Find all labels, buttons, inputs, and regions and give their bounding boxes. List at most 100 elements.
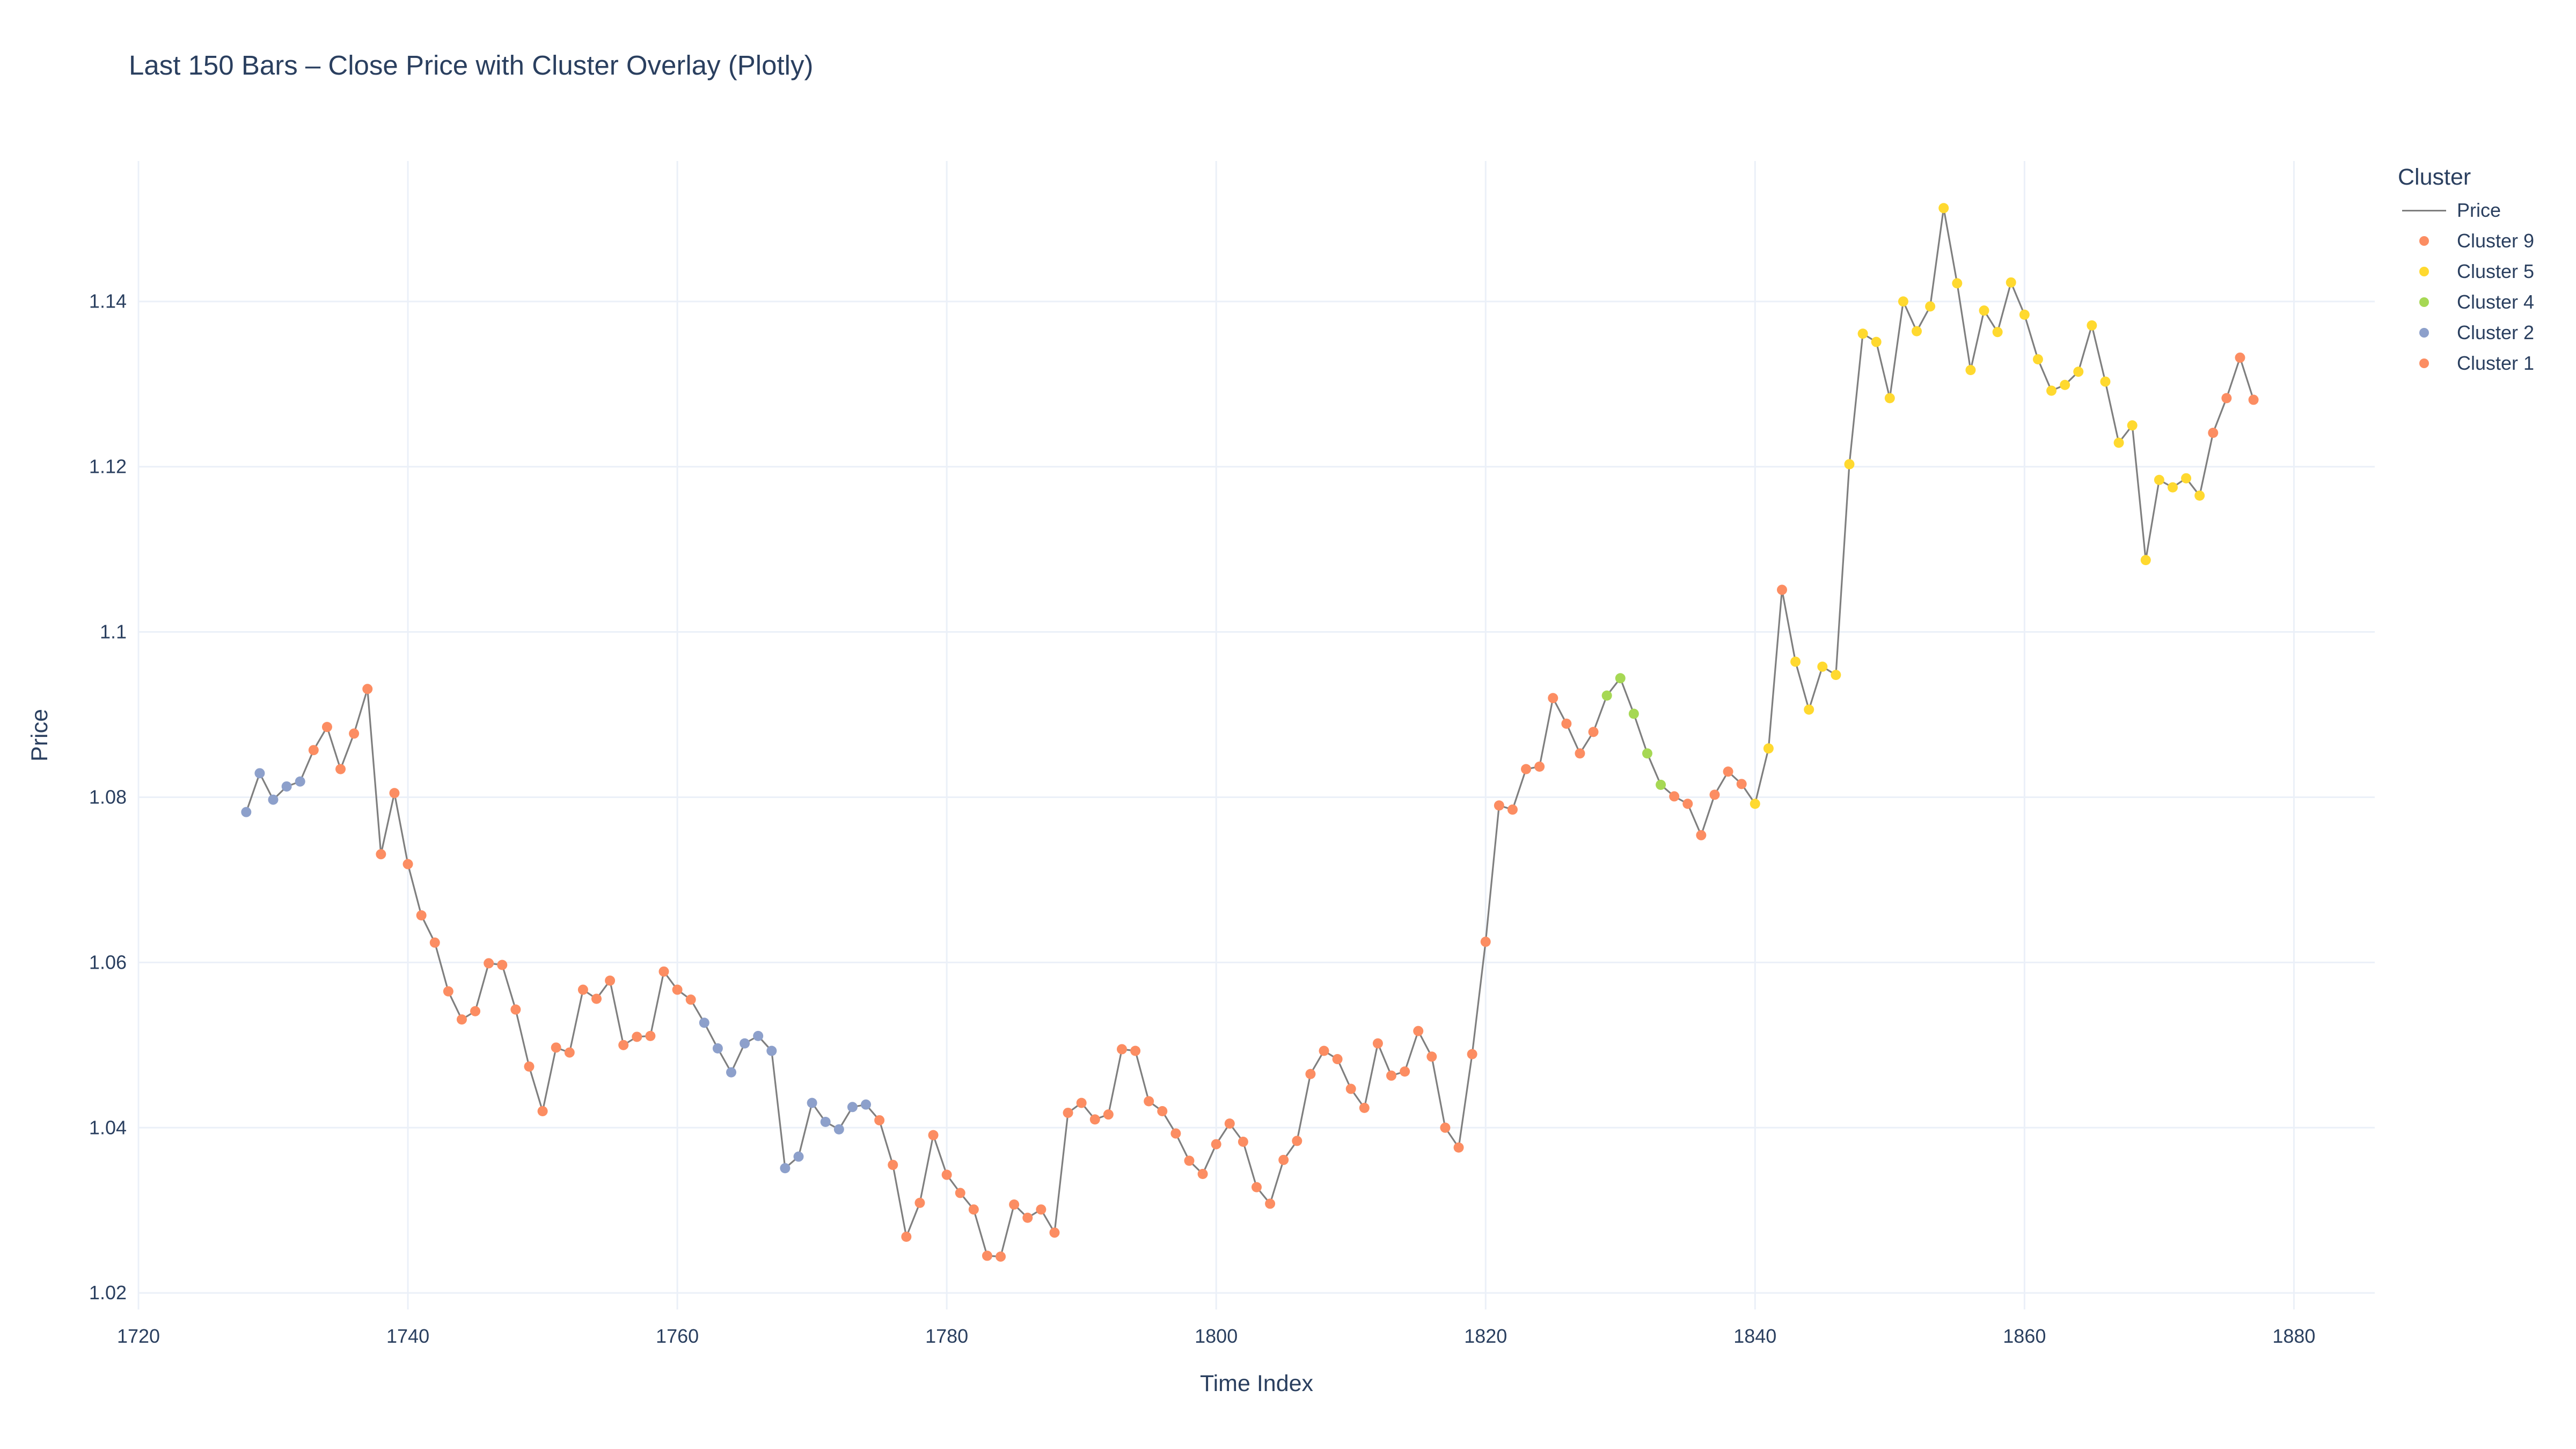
cluster-9-point	[564, 1047, 575, 1058]
cluster-9-point	[389, 788, 400, 799]
legend-item-cluster-1[interactable]: Cluster 1	[2398, 348, 2534, 378]
cluster-9-point	[1063, 1108, 1073, 1118]
marker-swatch-icon	[2398, 291, 2446, 313]
cluster-9-point	[982, 1250, 992, 1261]
cluster-9-point	[1130, 1045, 1141, 1056]
cluster-9-point	[537, 1106, 548, 1117]
cluster-2-point	[833, 1124, 844, 1135]
legend-label: Cluster 2	[2457, 321, 2535, 343]
x-tick-label: 1840	[1733, 1325, 1776, 1347]
cluster-9-point	[1036, 1204, 1046, 1215]
y-tick-label: 1.06	[89, 951, 127, 973]
legend-label: Cluster 5	[2457, 260, 2535, 282]
cluster-9-point	[1157, 1106, 1168, 1117]
cluster-9-point	[416, 910, 427, 921]
y-tick-label: 1.08	[89, 786, 127, 808]
cluster-2-point	[712, 1043, 723, 1053]
cluster-9-point	[1696, 830, 1707, 840]
cluster-9-point	[321, 722, 332, 733]
cluster-9-point	[605, 975, 616, 986]
marker-swatch-icon	[2398, 322, 2446, 343]
cluster-5-point	[1925, 301, 1936, 312]
cluster-9-point	[470, 1006, 481, 1016]
cluster-9-point	[874, 1115, 885, 1125]
y-axis-title: Price	[27, 709, 53, 762]
cluster-5-point	[2194, 491, 2205, 501]
cluster-2-point	[820, 1117, 831, 1128]
legend-item-price[interactable]: Price	[2398, 195, 2534, 225]
cluster-9-point	[996, 1251, 1006, 1262]
cluster-2-point	[793, 1151, 804, 1162]
cluster-9-point	[1211, 1139, 1221, 1150]
cluster-9-point	[1319, 1045, 1329, 1056]
cluster-9-point	[1359, 1102, 1370, 1113]
cluster-9-point	[376, 849, 386, 860]
cluster-9-point	[1575, 748, 1585, 759]
cluster-9-point	[1548, 693, 1558, 704]
y-tick-label: 1.02	[89, 1282, 127, 1304]
cluster-4-point	[1601, 690, 1612, 701]
cluster-9-point	[914, 1197, 925, 1208]
cluster-9-point	[1467, 1049, 1477, 1059]
marker-swatch-icon	[2398, 261, 2446, 282]
cluster-5-point	[1857, 328, 1868, 339]
cluster-9-point	[618, 1040, 629, 1050]
cluster-9-point	[1480, 936, 1491, 947]
y-tick-label: 1.1	[100, 621, 127, 643]
cluster-9-point	[484, 958, 494, 969]
cluster-2-point	[753, 1030, 764, 1041]
axis-tick-labels: 1720 1740 1760 1780 1800 1820 1840 1860 1880 1.02…	[89, 290, 2316, 1347]
cluster-9-point	[1144, 1096, 1154, 1107]
cluster-9-point	[497, 960, 508, 970]
cluster-9-point	[429, 937, 440, 948]
cluster-5-point	[1763, 743, 1774, 754]
cluster-9-point	[1776, 584, 1787, 595]
legend-item-cluster-4[interactable]: Cluster 4	[2398, 287, 2534, 317]
cluster-9-point	[1521, 764, 1532, 774]
cluster-5-point	[1965, 365, 1976, 376]
cluster-5-point	[1831, 670, 1841, 680]
cluster-marker-layer	[241, 203, 2259, 1262]
cluster-9-point	[1453, 1142, 1464, 1153]
cluster-5-point	[1817, 661, 1828, 672]
cluster-5-point	[2006, 277, 2016, 288]
cluster-9-point	[1345, 1084, 1356, 1094]
cluster-9-point	[2221, 393, 2232, 404]
cluster-5-point	[2113, 437, 2124, 448]
legend-item-cluster-9[interactable]: Cluster 9	[2398, 225, 2534, 256]
cluster-9-point	[955, 1188, 965, 1198]
legend-title: Cluster	[2398, 164, 2471, 190]
x-tick-label: 1780	[925, 1325, 968, 1347]
y-tick-label: 1.04	[89, 1116, 127, 1138]
cluster-9-point	[577, 984, 588, 995]
cluster-2-point	[766, 1045, 777, 1056]
cluster-9-point	[1265, 1198, 1276, 1209]
cluster-9-point	[510, 1004, 521, 1015]
cluster-9-point	[901, 1232, 912, 1242]
cluster-9-point	[1238, 1136, 1248, 1147]
cluster-9-point	[1440, 1122, 1451, 1133]
x-axis-title: Time Index	[1200, 1371, 1314, 1396]
cluster-9-point	[591, 993, 602, 1004]
cluster-9-point	[685, 994, 696, 1005]
x-tick-label: 1760	[656, 1325, 699, 1347]
cluster-9-point	[1292, 1136, 1302, 1146]
cluster-9-point	[632, 1031, 642, 1042]
legend-item-cluster-2[interactable]: Cluster 2	[2398, 317, 2534, 348]
legend-item-cluster-5[interactable]: Cluster 5	[2398, 256, 2534, 287]
cluster-9-point	[1669, 791, 1680, 802]
cluster-2-point	[780, 1163, 791, 1174]
cluster-2-point	[254, 768, 265, 779]
cluster-9-point	[1252, 1182, 1262, 1192]
chart-title: Last 150 Bars – Close Price with Cluster…	[129, 50, 814, 80]
cluster-9-point	[928, 1130, 939, 1140]
cluster-5-point	[1871, 336, 1882, 347]
cluster-9-point	[1009, 1199, 1020, 1210]
cluster-2-point	[268, 794, 279, 805]
y-tick-label: 1.14	[89, 290, 127, 312]
cluster-9-point	[1103, 1109, 1114, 1120]
cluster-9-point	[1022, 1212, 1033, 1223]
cluster-5-point	[1979, 305, 1989, 316]
legend-label: Cluster 9	[2457, 229, 2535, 252]
